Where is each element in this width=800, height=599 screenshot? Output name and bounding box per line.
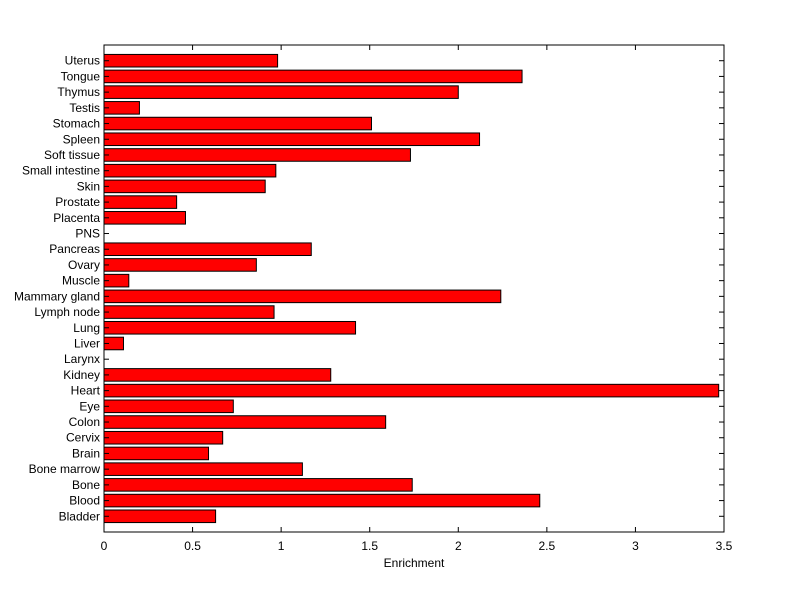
- bar-lung: [103, 320, 357, 335]
- bar-stomach: [103, 116, 372, 131]
- y-tick-label: Larynx: [64, 352, 100, 366]
- bar-eye: [103, 399, 234, 414]
- y-tick-label: Soft tissue: [44, 148, 100, 162]
- bar-uterus: [103, 53, 279, 68]
- y-tick-label: PNS: [75, 227, 100, 241]
- bar-colon: [103, 415, 387, 429]
- y-tick-label: Spleen: [63, 132, 100, 146]
- y-tick-label: Brain: [72, 446, 100, 460]
- y-tick-label: Prostate: [55, 195, 100, 209]
- y-tick-label: Blood: [69, 494, 100, 508]
- y-tick-label: Stomach: [53, 117, 100, 131]
- bar-thymus: [103, 85, 459, 99]
- bar-ovary: [103, 258, 257, 272]
- y-tick-label: Pancreas: [49, 242, 100, 256]
- bar-bone: [103, 478, 413, 492]
- bar-placenta: [103, 211, 186, 225]
- y-tick-label: Mammary gland: [14, 289, 100, 303]
- bar-tongue: [103, 69, 523, 84]
- y-tick-label: Colon: [69, 415, 100, 429]
- y-tick-label: Lung: [73, 321, 100, 335]
- x-tick-label: 1.5: [361, 539, 378, 553]
- y-tick-label: Lymph node: [34, 305, 100, 319]
- bar-heart: [103, 383, 720, 398]
- bar-lymph-node: [103, 305, 275, 319]
- x-tick-label: 2.5: [539, 539, 556, 553]
- x-tick-label: 0.5: [184, 539, 201, 553]
- bar-small-intestine: [103, 163, 277, 178]
- bar-pancreas: [103, 242, 312, 257]
- y-tick-label: Bone: [72, 478, 100, 492]
- y-tick-label: Thymus: [57, 85, 100, 99]
- plot-frame: [103, 44, 725, 533]
- bar-brain: [103, 446, 210, 461]
- bar-mammary-gland: [103, 289, 502, 304]
- y-tick-label: Muscle: [62, 274, 100, 288]
- bar-blood: [103, 493, 541, 508]
- bar-soft-tissue: [103, 148, 411, 162]
- y-tick-label: Eye: [79, 399, 100, 413]
- y-tick-label: Liver: [74, 336, 100, 350]
- x-tick-label: 0: [101, 539, 108, 553]
- y-tick-label: Small intestine: [22, 164, 100, 178]
- bar-prostate: [103, 195, 178, 209]
- y-tick-label: Kidney: [63, 368, 100, 382]
- bar-kidney: [103, 368, 332, 382]
- x-axis-label: Enrichment: [384, 556, 445, 570]
- x-tick-label: 2: [455, 539, 462, 553]
- y-tick-label: Bone marrow: [29, 462, 101, 476]
- x-tick-label: 3: [632, 539, 639, 553]
- bar-skin: [103, 179, 266, 194]
- y-tick-label: Testis: [69, 101, 100, 115]
- y-tick-label: Placenta: [53, 211, 100, 225]
- bar-cervix: [103, 430, 224, 445]
- bar-spleen: [103, 132, 481, 147]
- bar-testis: [103, 101, 140, 115]
- y-tick-label: Cervix: [66, 431, 100, 445]
- y-tick-label: Uterus: [65, 54, 100, 68]
- y-tick-label: Heart: [71, 384, 101, 398]
- y-tick-label: Skin: [77, 179, 100, 193]
- x-tick-label: 1: [278, 539, 285, 553]
- y-tick-label: Ovary: [68, 258, 100, 272]
- x-tick-label: 3.5: [716, 539, 733, 553]
- y-tick-label: Tongue: [61, 69, 101, 83]
- bar-bladder: [103, 509, 217, 524]
- y-tick-label: Bladder: [59, 509, 100, 523]
- bar-bone-marrow: [103, 462, 303, 476]
